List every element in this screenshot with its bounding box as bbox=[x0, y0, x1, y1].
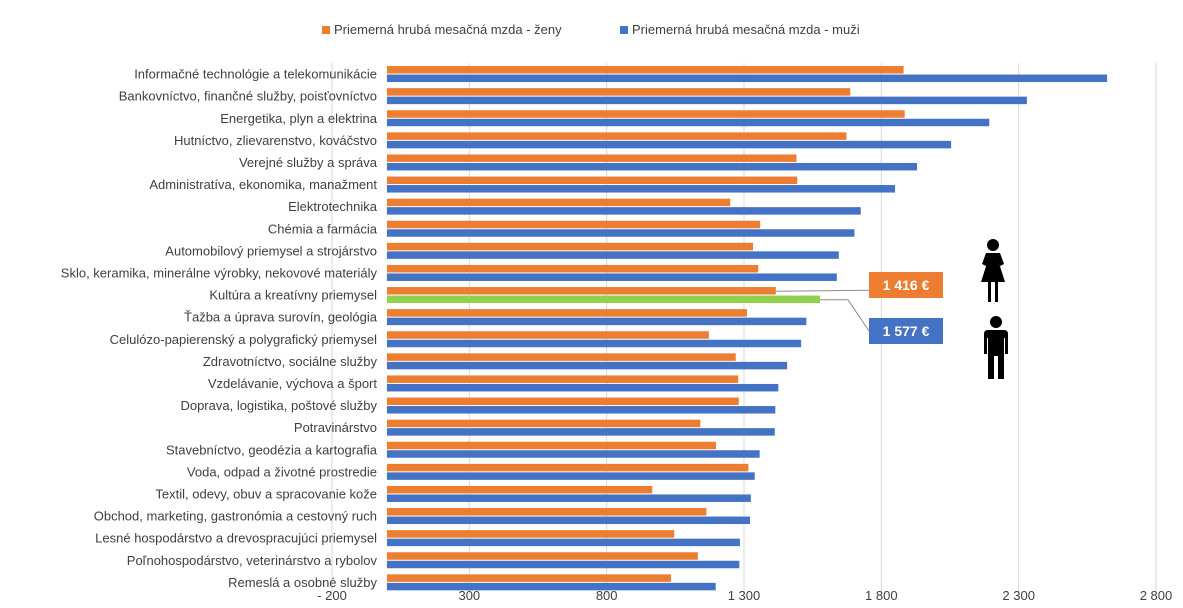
bar-men bbox=[386, 383, 779, 392]
x-tick-label: 2 300 bbox=[1002, 588, 1035, 603]
bar-men bbox=[386, 140, 952, 149]
women-value-callout: 1 416 € bbox=[869, 272, 943, 298]
legend-swatch bbox=[620, 26, 628, 34]
man-icon bbox=[984, 316, 1008, 379]
bar-women bbox=[386, 441, 716, 450]
bar-women bbox=[386, 463, 749, 472]
bar-women bbox=[386, 132, 847, 140]
bar-men bbox=[386, 538, 740, 547]
category-label: Bankovníctvo, finančné služby, poisťovní… bbox=[119, 89, 377, 104]
bar-men bbox=[386, 560, 740, 569]
bar-men bbox=[386, 582, 716, 591]
bar-men bbox=[386, 273, 837, 281]
category-label: Sklo, keramika, minerálne výrobky, nekov… bbox=[61, 265, 378, 280]
category-label: Potravinárstvo bbox=[294, 420, 377, 435]
category-label: Administratíva, ekonomika, manažment bbox=[149, 177, 377, 192]
bar-women bbox=[386, 110, 905, 118]
x-tick-label: 1 800 bbox=[865, 588, 898, 603]
category-label: Verejné služby a správa bbox=[239, 155, 378, 170]
bar-women bbox=[386, 574, 671, 582]
x-tick-label: 800 bbox=[596, 588, 618, 603]
bar-women bbox=[386, 552, 698, 560]
x-tick-label: 1 300 bbox=[728, 588, 761, 603]
category-label: Energetika, plyn a elektrina bbox=[220, 111, 378, 126]
bar-men bbox=[386, 207, 861, 215]
bar-men bbox=[386, 317, 807, 326]
bar-men bbox=[386, 361, 788, 370]
bar-men bbox=[386, 450, 760, 458]
bar-women bbox=[386, 264, 759, 273]
x-tick-label: 300 bbox=[458, 588, 480, 603]
legend-label: Priemerná hrubá mesačná mzda - muži bbox=[632, 22, 860, 37]
bar-women bbox=[386, 309, 748, 317]
bar-women bbox=[386, 508, 707, 516]
men-value-callout: 1 577 € bbox=[869, 318, 943, 344]
bar-women bbox=[386, 154, 797, 162]
category-label: Zdravotníctvo, sociálne služby bbox=[203, 354, 378, 369]
bar-women bbox=[386, 242, 754, 251]
bar-men bbox=[386, 185, 896, 193]
x-tick-label: 2 800 bbox=[1140, 588, 1173, 603]
category-label: Stavebníctvo, geodézia a kartografia bbox=[166, 442, 378, 457]
leader-line-women bbox=[775, 289, 870, 292]
bar-women bbox=[386, 331, 709, 339]
leader-line-men bbox=[820, 299, 870, 332]
bar-men bbox=[386, 428, 775, 436]
bar-women bbox=[386, 375, 739, 383]
bar-women bbox=[386, 220, 761, 229]
bar-men bbox=[386, 339, 802, 348]
bar-men bbox=[386, 74, 1108, 83]
category-label: Hutníctvo, zlievarenstvo, kováčstvo bbox=[174, 133, 377, 148]
bar-men bbox=[386, 295, 821, 304]
bar-women bbox=[386, 88, 851, 96]
category-label: Lesné hospodárstvo a drevospracujúci pri… bbox=[95, 531, 377, 546]
bar-women bbox=[386, 176, 798, 185]
bar-men bbox=[386, 406, 776, 414]
bar-women bbox=[386, 353, 736, 361]
bar-women bbox=[386, 66, 904, 74]
bar-men bbox=[386, 472, 755, 480]
category-label: Informačné technológie a telekomunikácie bbox=[134, 67, 377, 82]
category-label: Voda, odpad a životné prostredie bbox=[187, 464, 377, 479]
category-label: Chémia a farmácia bbox=[268, 221, 378, 236]
category-label: Doprava, logistika, poštové služby bbox=[180, 398, 377, 413]
bar-men bbox=[386, 494, 751, 502]
bar-women bbox=[386, 287, 776, 295]
bar-women bbox=[386, 419, 701, 428]
category-label: Ťažba a úprava surovín, geológia bbox=[184, 310, 378, 325]
bar-men bbox=[386, 162, 918, 171]
x-tick-label: - 200 bbox=[317, 588, 347, 603]
category-label: Vzdelávanie, výchova a šport bbox=[208, 376, 377, 391]
category-label: Automobilový priemysel a strojárstvo bbox=[165, 243, 377, 258]
category-label: Celulózo-papierenský a polygrafický prie… bbox=[110, 332, 377, 347]
category-label: Elektrotechnika bbox=[288, 199, 378, 214]
bar-men bbox=[386, 118, 990, 127]
bar-women bbox=[386, 530, 675, 538]
bar-men bbox=[386, 229, 855, 237]
bar-women bbox=[386, 485, 653, 494]
bar-women bbox=[386, 198, 731, 207]
bar-women bbox=[386, 397, 739, 406]
legend-swatch bbox=[322, 26, 330, 34]
category-label: Textil, odevy, obuv a spracovanie kože bbox=[155, 486, 377, 501]
woman-icon bbox=[981, 239, 1005, 302]
category-label: Remeslá a osobné služby bbox=[228, 575, 377, 590]
category-label: Obchod, marketing, gastronómia a cestovn… bbox=[94, 509, 377, 524]
bar-men bbox=[386, 251, 839, 259]
category-label: Poľnohospodárstvo, veterinárstvo a rybol… bbox=[127, 553, 378, 568]
bar-men bbox=[386, 516, 751, 525]
bar-men bbox=[386, 96, 1027, 105]
legend-label: Priemerná hrubá mesačná mzda - ženy bbox=[334, 22, 562, 37]
category-label: Kultúra a kreatívny priemysel bbox=[209, 288, 377, 303]
